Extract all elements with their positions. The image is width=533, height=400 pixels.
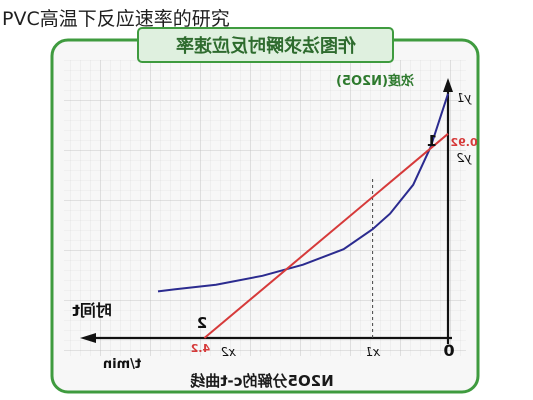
series-layer xyxy=(157,93,449,339)
x-unit-label: t/min xyxy=(103,357,141,372)
labels-layer: 1 2 y1 0.92 y2 0 x1 x2 4.2 浓度(N2O5) 时间t t/min xyxy=(72,73,478,372)
grid-area xyxy=(64,60,466,356)
x-tick-label-x1: x1 xyxy=(365,345,381,359)
series-line-1 xyxy=(157,93,449,293)
page-title: PVC高温下反应速率的研究 xyxy=(2,8,230,30)
y-tick-label-092: 0.92 xyxy=(450,136,477,149)
banner: 作图法求瞬时反应速率 xyxy=(137,27,394,63)
x-axis-arrow xyxy=(80,333,96,343)
origin-label: 0 xyxy=(443,341,454,360)
series-label-1: 1 xyxy=(427,132,437,150)
x-tick-label-x2: x2 xyxy=(221,345,237,359)
x-tick-label-42: 4.2 xyxy=(191,342,211,355)
y-tick-label-y2: y2 xyxy=(457,151,473,165)
y-tick-label-y1: y1 xyxy=(457,91,473,105)
y-axis-arrow xyxy=(443,78,453,92)
y-axis-title: 浓度(N2O5) xyxy=(336,73,414,89)
chart-caption: N2O5分解的c-t曲线 xyxy=(190,372,333,390)
banner-title: 作图法求瞬时反应速率 xyxy=(176,35,356,57)
series-line-2 xyxy=(203,133,449,339)
axes xyxy=(80,78,453,344)
series-label-2: 2 xyxy=(197,314,207,332)
x-axis-title: 时间t xyxy=(72,301,112,320)
